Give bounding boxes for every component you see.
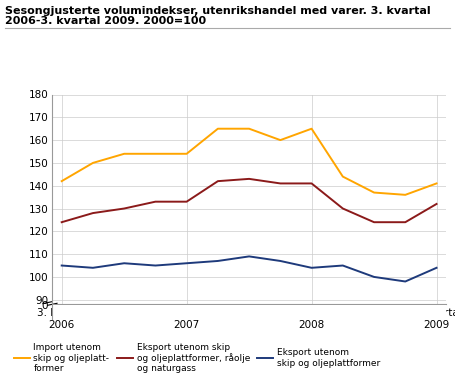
Text: 2006-3. kvartal 2009. 2000=100: 2006-3. kvartal 2009. 2000=100 xyxy=(5,16,206,26)
Text: Sesongjusterte volumindekser, utenrikshandel med varer. 3. kvartal: Sesongjusterte volumindekser, utenriksha… xyxy=(5,6,430,15)
Legend: Import utenom
skip og oljeplatt-
former, Eksport utenom skip
og oljeplattformer,: Import utenom skip og oljeplatt- former,… xyxy=(14,342,380,373)
